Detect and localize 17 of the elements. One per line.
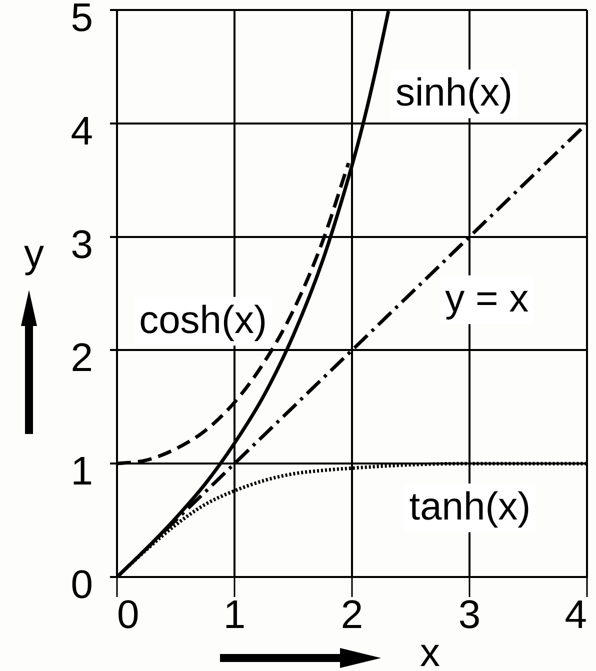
x-tick-label: 4 [564,593,587,638]
y-axis-title: y [24,232,44,276]
series-label: tanh(x) [409,486,531,529]
y-tick-label: 0 [70,563,93,608]
y-tick-label: 3 [70,222,93,267]
series-label: sinh(x) [395,72,513,115]
y-tick-label: 1 [70,450,93,494]
x-tick-label: 3 [458,593,481,638]
y-tick-label: 4 [70,109,93,154]
series-label: cosh(x) [139,299,267,342]
y-tick-label: 5 [70,0,93,40]
x-axis-title: x [420,631,440,671]
x-tick-label: 0 [117,593,140,638]
series-label: y = x [445,277,530,320]
x-tick-label: 2 [340,593,364,638]
x-tick-label: 1 [223,593,246,638]
y-tick-label: 2 [70,336,93,380]
